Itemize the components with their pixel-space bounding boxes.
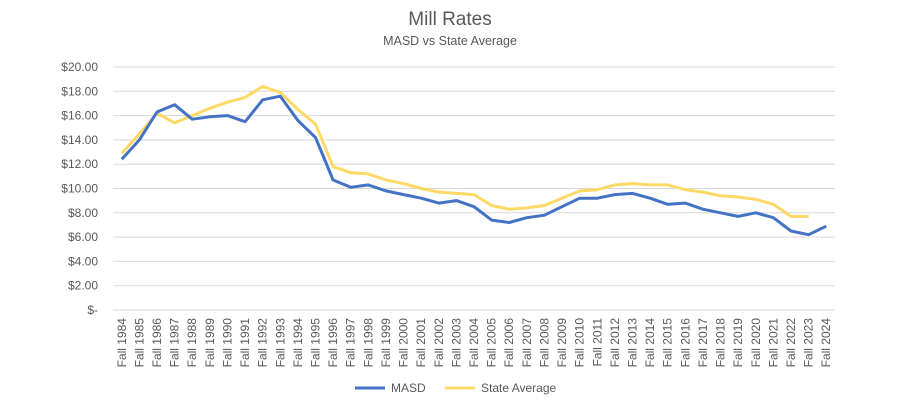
- x-tick-label: Fall 1988: [185, 318, 199, 368]
- y-tick-label: $10.00: [61, 182, 98, 196]
- x-tick-label: Fall 2014: [643, 318, 657, 368]
- x-tick-label: Fall 1989: [203, 318, 217, 368]
- series-line-state-average: [120, 84, 809, 218]
- x-tick-label: Fall 2019: [731, 318, 745, 368]
- legend-label: State Average: [481, 381, 556, 395]
- y-tick-label: $8.00: [68, 206, 98, 220]
- x-tick-label: Fall 2007: [520, 318, 534, 368]
- x-tick-label: Fall 2011: [590, 318, 604, 367]
- x-tick-label: Fall 2002: [432, 318, 446, 368]
- x-tick-label: Fall 1987: [168, 318, 182, 368]
- x-tick-label: Fall 1993: [273, 318, 287, 368]
- x-tick-label: Fall 2024: [819, 318, 833, 368]
- x-tick-label: Fall 1996: [326, 318, 340, 368]
- x-tick-label: Fall 1997: [344, 318, 358, 368]
- x-tick-label: Fall 2004: [467, 318, 481, 368]
- x-tick-label: Fall 1990: [220, 318, 234, 368]
- y-tick-label: $18.00: [61, 84, 98, 98]
- x-tick-label: Fall 2015: [661, 318, 675, 368]
- chart-subtitle: MASD vs State Average: [383, 34, 517, 48]
- y-tick-label: $-: [87, 303, 98, 317]
- x-tick-label: Fall 1998: [361, 318, 375, 368]
- x-tick-label: Fall 2006: [502, 318, 516, 368]
- y-tick-label: $2.00: [68, 279, 98, 293]
- x-tick-label: Fall 1991: [238, 318, 252, 368]
- x-tick-label: Fall 1985: [132, 318, 146, 368]
- x-tick-label: Fall 2010: [573, 318, 587, 368]
- x-tick-label: Fall 2013: [625, 318, 639, 368]
- y-tick-label: $20.00: [61, 60, 98, 74]
- x-tick-label: Fall 2018: [714, 318, 728, 368]
- y-tick-label: $6.00: [68, 230, 98, 244]
- y-tick-label: $12.00: [61, 157, 98, 171]
- y-tick-label: $16.00: [61, 109, 98, 123]
- chart-title: Mill Rates: [408, 9, 491, 30]
- x-tick-label: Fall 2008: [537, 318, 551, 368]
- x-tick-label: Fall 2016: [678, 318, 692, 368]
- x-tick-label: Fall 2009: [555, 318, 569, 368]
- legend: MASD State Average: [355, 381, 556, 395]
- x-tick-label: Fall 2020: [749, 318, 763, 368]
- y-tick-label: $4.00: [68, 254, 98, 268]
- x-tick-label: Fall 2022: [784, 318, 798, 368]
- x-tick-label: Fall 2003: [449, 318, 463, 368]
- x-tick-label: Fall 1999: [379, 318, 393, 368]
- legend-label: MASD: [391, 381, 426, 395]
- x-tick-label: Fall 2001: [414, 318, 428, 368]
- x-tick-label: Fall 1992: [256, 318, 270, 368]
- x-tick-label: Fall 2023: [802, 318, 816, 368]
- x-tick-label: Fall 2017: [696, 318, 710, 368]
- series-line-masd: [120, 94, 827, 237]
- x-tick-label: Fall 1994: [291, 318, 305, 368]
- x-tick-label: Fall 2012: [608, 318, 622, 368]
- x-tick-label: Fall 1986: [150, 318, 164, 368]
- x-tick-label: Fall 2021: [766, 318, 780, 368]
- x-tick-label: Fall 2005: [485, 318, 499, 368]
- x-tick-label: Fall 2000: [397, 318, 411, 368]
- x-tick-label: Fall 1984: [115, 318, 129, 368]
- x-tick-label: Fall 1995: [309, 318, 323, 368]
- y-tick-label: $14.00: [61, 133, 98, 147]
